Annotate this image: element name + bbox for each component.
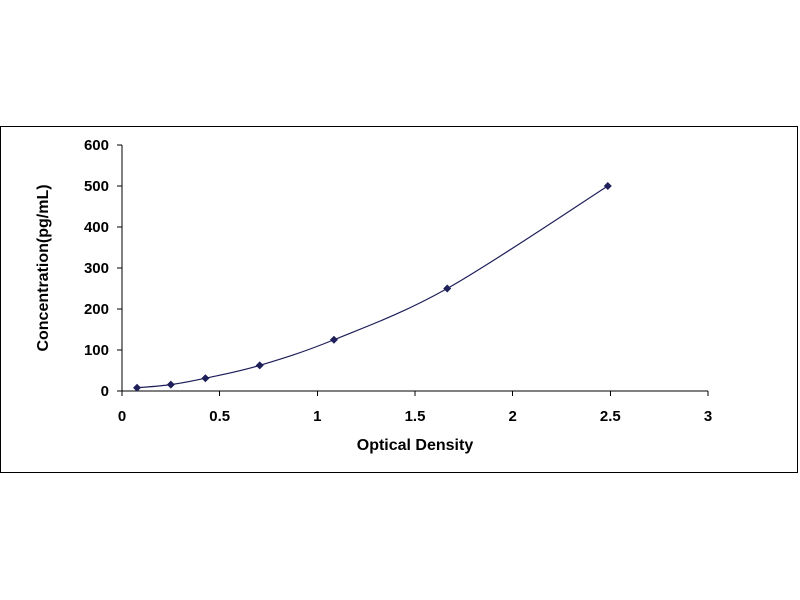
y-tick-label: 300: [84, 260, 109, 277]
x-tick-label: 1: [313, 408, 321, 425]
data-point: [443, 284, 452, 293]
x-tick-label: 2: [508, 408, 516, 425]
y-tick-label: 600: [84, 137, 109, 154]
y-tick-label: 200: [84, 301, 109, 318]
y-tick-label: 400: [84, 219, 109, 236]
y-tick-label: 100: [84, 342, 109, 359]
x-tick-label: 1.5: [405, 408, 426, 425]
data-points: [133, 182, 612, 392]
data-point: [201, 374, 210, 383]
data-point: [603, 182, 612, 190]
x-axis-title: Optical Density: [357, 437, 474, 454]
data-point: [166, 380, 175, 389]
chart-frame: [0, 126, 798, 473]
y-axis-title: Concentration(pg/mL): [35, 184, 52, 351]
x-tick-label: 0: [118, 408, 126, 425]
x-tick-label: 2.5: [600, 408, 621, 425]
data-point: [329, 335, 338, 344]
fit-curve: [136, 185, 609, 389]
y-axis-ticks: 0 100 200 300 400 500 600: [84, 137, 122, 400]
data-point: [133, 383, 142, 392]
x-tick-label: 0.5: [209, 408, 230, 425]
x-axis-ticks: 0 0.5 1 1.5 2 2.5 3: [118, 391, 712, 425]
data-point: [255, 361, 264, 370]
y-tick-label: 500: [84, 178, 109, 195]
x-tick-label: 3: [704, 408, 712, 425]
axes: [121, 145, 708, 392]
y-tick-label: 0: [101, 383, 109, 400]
